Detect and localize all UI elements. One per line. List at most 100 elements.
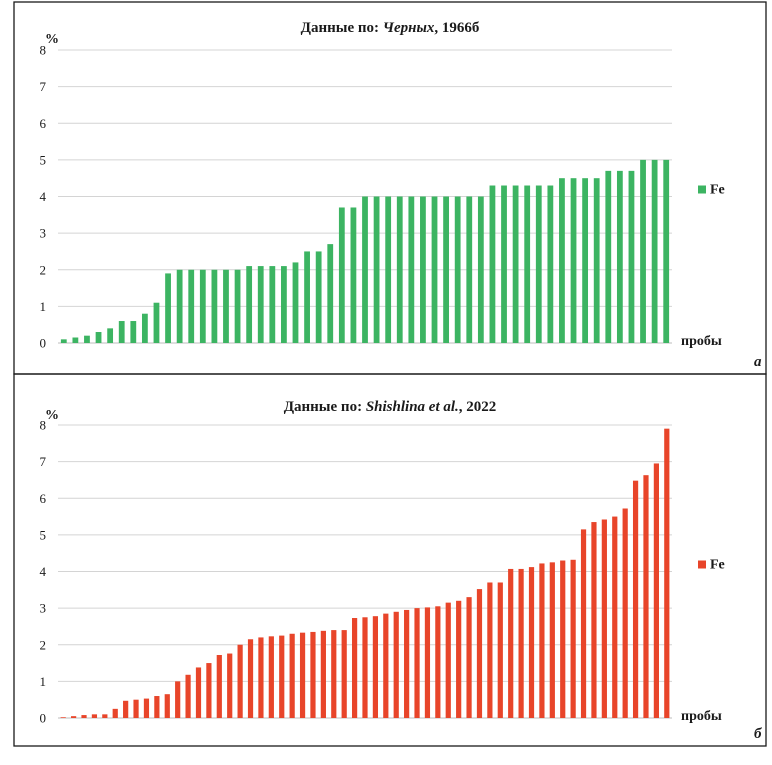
y-tick-label: 0 — [40, 711, 47, 726]
bar-fe — [91, 714, 98, 718]
bar-fe — [663, 159, 670, 343]
bar-fe — [154, 696, 160, 718]
x-axis-label: пробы — [681, 709, 722, 724]
chart-panel-a: 0 1 2 3 4 5 6 7 8% пробы Данные по: Черных, 1966б F… — [13, 1, 767, 375]
bar-fe — [223, 269, 229, 343]
bar-fe — [466, 597, 472, 718]
y-tick-label: 1 — [40, 299, 47, 314]
bar-fe — [258, 637, 264, 718]
bar-fe — [176, 269, 183, 343]
bar-fe — [535, 185, 542, 343]
bar-fe — [279, 635, 285, 718]
bar-fe — [71, 716, 77, 718]
bar-fe — [477, 196, 484, 343]
chart-title: Данные по: Черных, 1966б — [301, 20, 480, 36]
bar-fe — [605, 170, 612, 343]
bar-fe — [153, 302, 160, 343]
bar-fe — [404, 609, 410, 718]
bar-fe — [560, 560, 566, 718]
bar-fe — [431, 196, 438, 343]
bar-fe — [580, 529, 587, 718]
x-axis-label: пробы — [681, 334, 722, 349]
bar-fe — [165, 273, 171, 343]
bar-fe — [84, 335, 90, 343]
bar-fe — [95, 332, 102, 343]
bar-fe — [289, 633, 295, 718]
bar-fe — [524, 185, 531, 343]
bar-fe — [164, 694, 170, 718]
legend-label: Fe — [710, 183, 725, 198]
bar-fe — [424, 607, 431, 718]
bar-fe — [528, 567, 535, 718]
bar-fe — [175, 681, 181, 718]
bar-fe — [216, 655, 222, 718]
bar-fe — [501, 185, 507, 343]
bar-fe — [487, 582, 493, 718]
bar-fe — [591, 522, 597, 718]
bar-fe — [362, 617, 368, 718]
panel-frame — [13, 373, 767, 747]
bar-fe — [350, 207, 357, 343]
bar-fe — [268, 636, 274, 718]
y-axis-label: % — [45, 32, 59, 47]
bar-fe — [227, 653, 233, 718]
bar-fe — [497, 582, 503, 718]
chart-title-year: , 2022 — [459, 399, 497, 415]
bar-fe — [612, 516, 618, 718]
bar-fe — [518, 568, 524, 718]
y-tick-label: 8 — [40, 418, 47, 433]
legend-swatch — [698, 185, 706, 194]
y-tick-label: 5 — [40, 527, 47, 542]
bar-fe — [188, 269, 195, 343]
bar-fe — [372, 616, 379, 718]
y-axis-label: % — [45, 408, 59, 423]
bar-fe — [628, 170, 635, 343]
bar-fe — [143, 698, 150, 718]
bar-fe — [476, 589, 483, 718]
bar-fe — [304, 251, 310, 343]
bar-fe — [327, 244, 334, 343]
bar-fe — [454, 196, 461, 343]
bar-fe — [185, 674, 191, 718]
bar-fe — [414, 608, 420, 718]
y-tick-label: 8 — [40, 43, 47, 58]
chart-title-year: , 1966б — [434, 20, 479, 36]
chart-title-prefix: Данные по: — [284, 399, 366, 415]
bar-fe — [393, 611, 399, 718]
bar-fe — [331, 630, 337, 718]
bar-fe — [118, 321, 125, 343]
bar-fe — [512, 185, 519, 343]
bar-fe — [559, 178, 565, 343]
chart-title: Данные по: Shishlina et al., 2022 — [284, 399, 497, 415]
bar-fe — [60, 717, 66, 718]
bar-fe — [549, 562, 555, 718]
chart-panel-b: 0 1 2 3 4 5 6 7 8% пробы Данные по: Shishlina et a… — [13, 373, 767, 747]
bar-fe — [102, 714, 108, 718]
bar-fe — [299, 632, 306, 718]
bar-fe — [292, 262, 299, 343]
bar-fe — [653, 463, 659, 718]
bar-fe — [60, 339, 67, 343]
bar-fe — [547, 185, 554, 343]
bar-fe — [338, 207, 345, 343]
bar-fe — [373, 196, 380, 343]
bar-fe — [570, 559, 576, 718]
bar-fe — [123, 700, 129, 718]
bar-fe — [195, 667, 202, 718]
bar-fe — [320, 630, 326, 718]
bar-fe — [582, 178, 589, 343]
bar-fe — [81, 715, 87, 718]
bar-fe — [445, 602, 451, 718]
bar-fe — [112, 708, 118, 718]
bar-fe — [508, 568, 514, 718]
bar-fe — [281, 266, 287, 343]
bar-fe — [362, 196, 368, 343]
bar-fe — [443, 196, 449, 343]
bar-fe — [456, 600, 462, 718]
bar-fe — [539, 563, 545, 718]
y-tick-label: 4 — [40, 189, 47, 204]
y-tick-label: 7 — [40, 79, 47, 94]
y-tick-label: 1 — [40, 674, 47, 689]
y-tick-label: 3 — [40, 226, 47, 241]
